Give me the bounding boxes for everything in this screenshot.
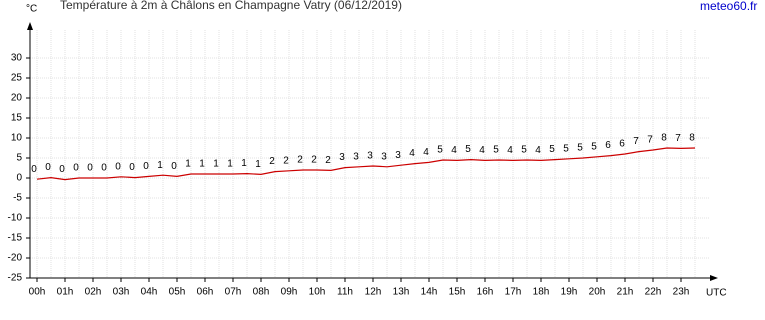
y-tick-label: -20 <box>8 253 23 264</box>
data-label: 3 <box>353 151 359 162</box>
data-label: 1 <box>227 159 233 170</box>
x-tick-label: 01h <box>57 287 74 298</box>
y-tick-label: -5 <box>13 193 22 204</box>
y-tick-label: 30 <box>11 53 23 64</box>
data-label: 0 <box>73 163 79 174</box>
data-label: 0 <box>171 161 177 172</box>
data-label: 0 <box>87 163 93 174</box>
x-tick-label: 16h <box>477 287 494 298</box>
data-label: 6 <box>619 139 625 150</box>
data-label: 5 <box>549 144 555 155</box>
x-tick-label: 06h <box>197 287 214 298</box>
data-label: 5 <box>521 145 527 156</box>
data-label: 0 <box>59 164 65 175</box>
x-tick-label: 15h <box>449 287 466 298</box>
data-label: 1 <box>157 160 163 171</box>
x-tick-label: 20h <box>589 287 606 298</box>
data-label: 0 <box>143 161 149 172</box>
x-tick-label: 07h <box>225 287 242 298</box>
data-label: 2 <box>283 155 289 166</box>
data-label: 4 <box>409 148 415 159</box>
line <box>36 147 696 181</box>
x-tick-label: 13h <box>393 287 410 298</box>
data-label: 4 <box>507 145 513 156</box>
data-label: 0 <box>129 162 135 173</box>
data-label: 6 <box>605 140 611 151</box>
data-label: 0 <box>101 163 107 174</box>
data-label: 7 <box>633 136 639 147</box>
data-label: 1 <box>199 159 205 170</box>
data-label: 3 <box>339 152 345 163</box>
x-tick-label: 17h <box>505 287 522 298</box>
data-label: 1 <box>185 159 191 170</box>
data-label: 2 <box>297 155 303 166</box>
y-tick-label: 15 <box>11 113 23 124</box>
y-axis-arrow <box>27 22 33 30</box>
source-link[interactable]: meteo60.fr <box>700 0 757 13</box>
x-axis-arrow <box>710 275 718 281</box>
data-label: 7 <box>647 135 653 146</box>
x-tick-label: 14h <box>421 287 438 298</box>
x-tick-label: 04h <box>141 287 158 298</box>
x-axis-label: UTC <box>706 288 727 299</box>
data-label: 4 <box>535 145 541 156</box>
data-label: 0 <box>115 161 121 172</box>
data-label: 8 <box>689 133 695 144</box>
x-tick-label: 19h <box>561 287 578 298</box>
data-label: 3 <box>367 151 373 162</box>
data-label: 5 <box>437 145 443 156</box>
y-tick-label: -15 <box>8 233 23 244</box>
data-label: 0 <box>45 162 51 173</box>
data-label: 4 <box>423 147 429 158</box>
data-label: 5 <box>577 143 583 154</box>
x-tick-label: 03h <box>113 287 130 298</box>
data-label: 5 <box>563 143 569 154</box>
x-tick-label: 10h <box>309 287 326 298</box>
y-tick-label: -10 <box>8 213 23 224</box>
data-label: 1 <box>241 158 247 169</box>
data-label: 1 <box>255 159 261 170</box>
y-tick-label: 10 <box>11 133 23 144</box>
y-axis-label: °C <box>26 4 37 15</box>
data-label: 5 <box>591 141 597 152</box>
data-label: 5 <box>465 144 471 155</box>
data-label: 5 <box>493 145 499 156</box>
x-tick-label: 05h <box>169 287 186 298</box>
data-label: 4 <box>451 145 457 156</box>
y-tick-label: -25 <box>8 273 23 284</box>
x-tick-label: 02h <box>85 287 102 298</box>
x-tick-label: 18h <box>533 287 550 298</box>
data-label: 2 <box>325 155 331 166</box>
data-label: 8 <box>661 133 667 144</box>
x-tick-label: 23h <box>673 287 690 298</box>
x-tick-label: 22h <box>645 287 662 298</box>
x-tick-label: 09h <box>281 287 298 298</box>
y-tick-label: 0 <box>16 173 22 184</box>
y-tick-label: 25 <box>11 73 23 84</box>
data-label: 3 <box>395 150 401 161</box>
data-label: 0 <box>31 164 37 175</box>
x-tick-label: 11h <box>337 287 353 298</box>
x-tick-label: 00h <box>29 287 46 298</box>
y-tick-label: 20 <box>11 93 23 104</box>
data-label: 1 <box>213 159 219 170</box>
data-label: 2 <box>269 156 275 167</box>
x-tick-label: 21h <box>617 287 634 298</box>
chart-title: Température à 2m à Châlons en Champagne … <box>60 0 402 12</box>
x-tick-label: 08h <box>253 287 270 298</box>
data-label: 7 <box>675 133 681 144</box>
data-label: 3 <box>381 151 387 162</box>
y-tick-label: 5 <box>16 153 22 164</box>
x-tick-label: 12h <box>365 287 382 298</box>
data-label: 4 <box>479 145 485 156</box>
data-label: 2 <box>311 155 317 166</box>
